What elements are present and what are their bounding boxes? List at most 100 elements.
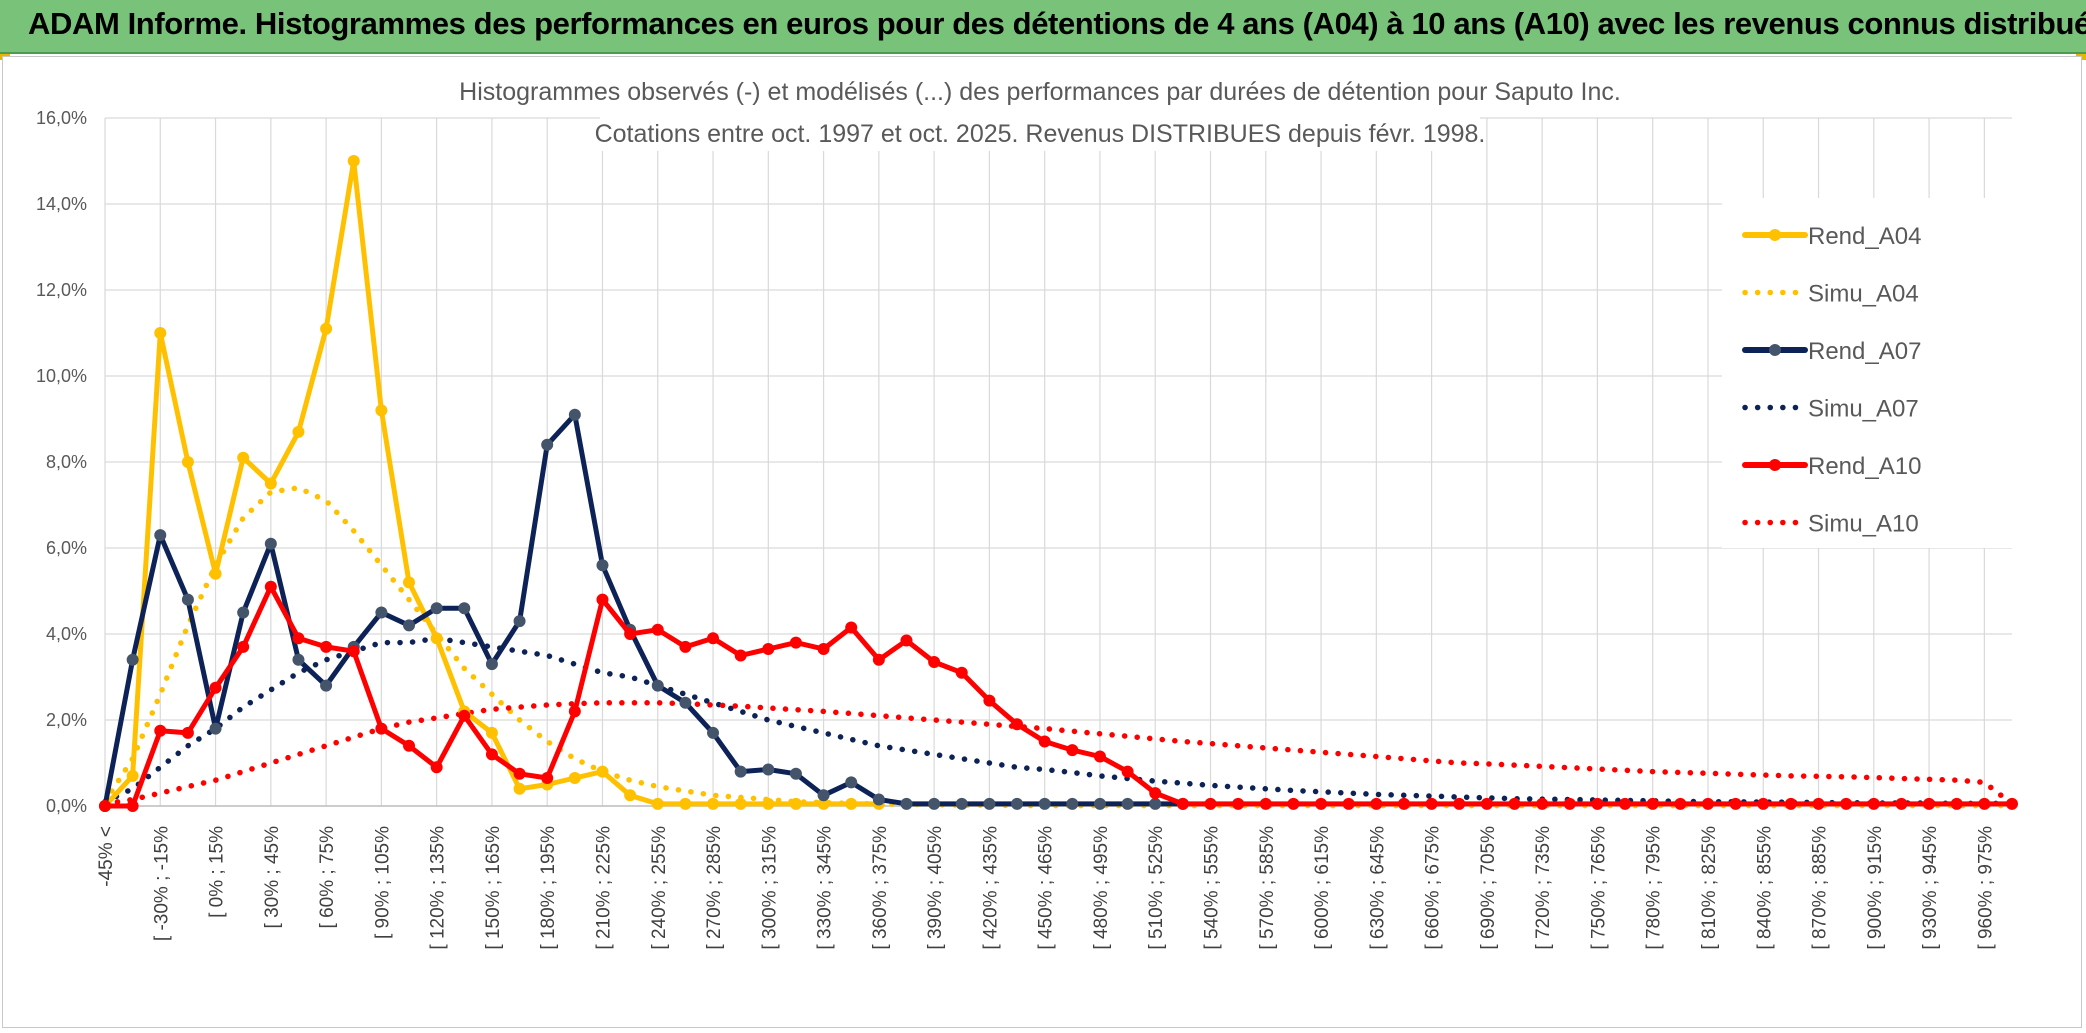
data-point <box>789 767 802 780</box>
data-point <box>485 726 498 739</box>
x-tick-label: [ 570% ; 585% <box>1257 826 1278 950</box>
data-point <box>1066 744 1079 757</box>
data-point <box>955 666 968 679</box>
data-point <box>928 797 941 810</box>
y-tick-label: 16,0% <box>36 108 87 128</box>
data-point <box>707 632 720 645</box>
data-point <box>320 679 333 692</box>
data-point <box>1978 797 1991 810</box>
data-point <box>458 709 471 722</box>
x-tick-label: [ 90% ; 105% <box>372 826 393 939</box>
x-tick-label: [ 30% ; 45% <box>262 826 283 929</box>
data-point <box>651 623 664 636</box>
x-tick-label: [ 60% ; 75% <box>317 826 338 929</box>
data-point <box>1315 797 1328 810</box>
data-point <box>596 765 609 778</box>
data-point <box>789 636 802 649</box>
legend-label: Simu_A07 <box>1808 396 1919 423</box>
x-tick-label: -45% < <box>96 826 117 887</box>
data-point <box>762 763 775 776</box>
data-point <box>403 619 416 632</box>
data-point <box>126 800 139 812</box>
data-point <box>1453 797 1466 810</box>
data-point <box>1950 797 1963 810</box>
legend-label: Simu_A10 <box>1808 511 1919 538</box>
data-point <box>568 408 581 421</box>
data-point <box>541 438 554 451</box>
legend-marker <box>1769 229 1781 241</box>
data-point <box>624 789 637 802</box>
series-Rend_A07 <box>99 408 1189 812</box>
data-point <box>403 576 416 589</box>
data-point <box>734 797 747 810</box>
data-point <box>1038 797 1051 810</box>
x-tick-label: [ 690% ; 705% <box>1478 826 1499 950</box>
x-tick-label: [ 0% ; 15% <box>207 826 228 918</box>
data-point <box>679 797 692 810</box>
x-tick-label: [ 180% ; 195% <box>538 826 559 950</box>
x-tick-label: [ 510% ; 525% <box>1146 826 1167 950</box>
legend-label: Rend_A07 <box>1808 338 1921 365</box>
x-tick-label: [ 750% ; 765% <box>1588 826 1609 950</box>
data-point <box>99 800 111 812</box>
x-tick-label: [ 630% ; 645% <box>1367 826 1388 950</box>
title-backdrop <box>470 73 1610 109</box>
data-point <box>679 640 692 653</box>
data-point <box>1508 797 1521 810</box>
x-axis: -45% < [ -30% ; -15% [ 0% ; 15% [ 30% ; 45%… <box>96 826 1996 950</box>
data-point <box>845 621 858 634</box>
y-tick-label: 6,0% <box>46 538 87 558</box>
data-point <box>734 649 747 662</box>
x-tick-label: [ 900% ; 915% <box>1865 826 1886 950</box>
data-point <box>817 789 830 802</box>
legend-marker <box>1769 459 1781 471</box>
data-point <box>734 765 747 778</box>
data-point <box>1784 797 1797 810</box>
data-point <box>1259 797 1272 810</box>
data-point <box>154 529 167 542</box>
data-point <box>928 655 941 668</box>
data-point <box>1397 797 1410 810</box>
x-tick-label: [ 810% ; 825% <box>1699 826 1720 950</box>
data-point <box>872 793 885 806</box>
data-point <box>126 769 139 782</box>
data-point <box>1757 797 1770 810</box>
data-point <box>1287 797 1300 810</box>
x-tick-label: [ 300% ; 315% <box>759 826 780 950</box>
data-point <box>707 797 720 810</box>
data-point <box>1121 797 1134 810</box>
data-point <box>209 567 222 580</box>
data-point <box>1536 797 1549 810</box>
data-point <box>458 602 471 615</box>
data-point <box>264 537 277 550</box>
data-point <box>596 593 609 606</box>
data-point <box>679 696 692 709</box>
x-tick-label: [ 270% ; 285% <box>704 826 725 950</box>
y-tick-label: 8,0% <box>46 452 87 472</box>
data-point <box>568 705 581 718</box>
legend-item-Rend_A07: Rend_A07 <box>1742 338 1921 365</box>
series-line-Rend_A07 <box>102 412 1186 809</box>
data-point <box>1729 797 1742 810</box>
data-point <box>430 602 443 615</box>
x-tick-label: [ 120% ; 135% <box>428 826 449 950</box>
data-point <box>292 653 305 666</box>
data-point <box>430 761 443 774</box>
x-tick-label: [ 150% ; 165% <box>483 826 504 950</box>
x-tick-label: [ 540% ; 555% <box>1202 826 1223 950</box>
data-point <box>237 451 250 464</box>
data-point <box>403 739 416 752</box>
x-tick-label: [ -30% ; -15% <box>151 826 172 941</box>
data-point <box>845 797 858 810</box>
x-tick-label: [ 720% ; 735% <box>1533 826 1554 950</box>
data-point <box>375 404 388 417</box>
x-tick-label: [ 210% ; 225% <box>593 826 614 950</box>
x-tick-label: [ 450% ; 465% <box>1036 826 1057 950</box>
data-point <box>872 653 885 666</box>
data-point <box>762 643 775 656</box>
data-point <box>1923 797 1936 810</box>
data-point <box>375 606 388 619</box>
data-point <box>651 797 664 810</box>
data-point <box>347 645 360 658</box>
series-Simu_A07 <box>102 635 2015 807</box>
